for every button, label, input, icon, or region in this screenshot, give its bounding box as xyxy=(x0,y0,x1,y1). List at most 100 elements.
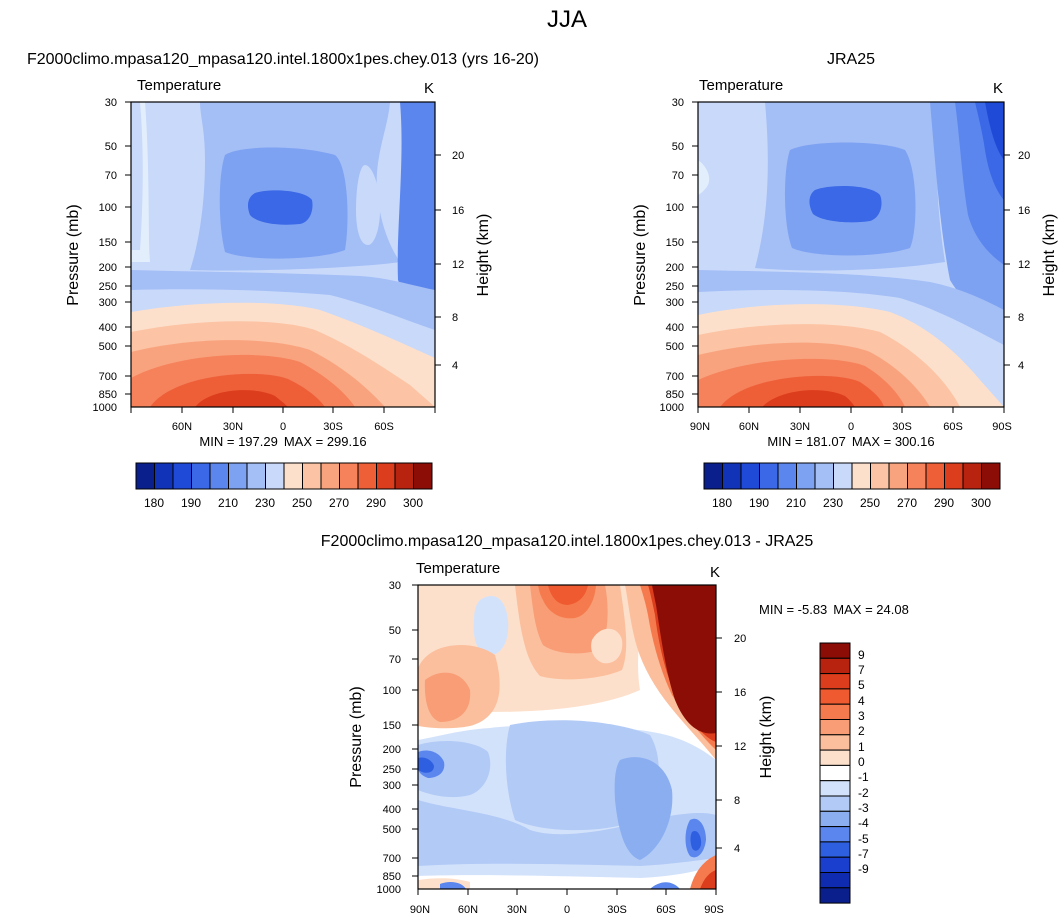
colorbar-swatch xyxy=(154,462,174,490)
x-tick: 90S xyxy=(992,421,1012,433)
panel-diff-left-string: Temperature xyxy=(416,560,500,577)
cb-label: 270 xyxy=(329,496,349,510)
panel-obs-ylabel: Pressure (mb) xyxy=(632,204,649,305)
max-label: MAX = 24.08 xyxy=(833,602,909,617)
colorbar-swatch xyxy=(228,462,248,490)
x-tick: 0 xyxy=(280,421,286,433)
y-tick: 50 xyxy=(105,141,117,153)
panel-model: F2000climo.mpasa120_mpasa120.intel.1800x… xyxy=(27,51,539,510)
colorbar-swatch xyxy=(819,719,851,736)
cb-label: -9 xyxy=(858,862,869,876)
colorbar-swatch xyxy=(819,872,851,889)
x-tick: 30S xyxy=(323,421,343,433)
panel-obs: JRA25 Temperature K 30 50 70 xyxy=(632,51,1058,510)
panel-diff-colorbar-labels: 9 7 5 4 3 2 1 0 -1 -2 -3 -4 -5 -7 -9 xyxy=(858,648,869,876)
colorbar-swatch xyxy=(819,826,851,843)
y-tick: 70 xyxy=(389,654,401,666)
panel-diff-subtitle: F2000climo.mpasa120_mpasa120.intel.1800x… xyxy=(321,533,814,550)
y-tick: 50 xyxy=(672,141,684,153)
y-tick: 200 xyxy=(666,262,684,274)
colorbar-swatch xyxy=(376,462,396,490)
y-tick: 700 xyxy=(666,371,684,383)
x-tick: 60N xyxy=(739,421,759,433)
y-tick: 30 xyxy=(672,97,684,109)
x-tick: 60S xyxy=(656,904,676,916)
x-tick: 60N xyxy=(458,904,478,916)
y-tick: 100 xyxy=(99,202,117,214)
y-tick: 250 xyxy=(666,281,684,293)
y-tick: 70 xyxy=(105,170,117,182)
colorbar-swatch xyxy=(819,703,851,721)
y-tick: 250 xyxy=(383,764,401,776)
cb-label: 180 xyxy=(144,496,164,510)
panel-obs-colorbar-labels: 180 190 210 230 250 270 290 300 xyxy=(712,496,991,510)
y-tick: 400 xyxy=(383,804,401,816)
colorbar-swatch xyxy=(819,841,851,858)
y-tick: 1000 xyxy=(377,884,401,896)
colorbar-swatch xyxy=(819,749,851,766)
cb-label: 300 xyxy=(971,496,991,510)
y-tick: 50 xyxy=(389,625,401,637)
colorbar-swatch xyxy=(851,462,871,490)
height-tick: 8 xyxy=(452,312,458,324)
panel-diff-right-string: K xyxy=(710,564,720,581)
y-tick: 30 xyxy=(389,580,401,592)
colorbar-swatch xyxy=(722,462,742,490)
cb-label: 2 xyxy=(858,724,865,738)
panel-diff-y-ticks: 30 50 70 100 150 200 250 300 400 500 700… xyxy=(377,580,401,896)
y-tick: 300 xyxy=(383,780,401,792)
colorbar-swatch xyxy=(759,462,779,490)
max-label: MAX = 299.16 xyxy=(284,434,367,449)
cb-label: 210 xyxy=(786,496,806,510)
cb-label: 4 xyxy=(858,694,865,708)
y-tick: 30 xyxy=(105,97,117,109)
cb-label: 290 xyxy=(366,496,386,510)
panel-model-minmax: MIN = 197.29 MAX = 299.16 xyxy=(199,434,366,449)
cb-label: 210 xyxy=(218,496,238,510)
colorbar-swatch xyxy=(703,462,723,490)
cb-label: 270 xyxy=(897,496,917,510)
y-tick: 400 xyxy=(99,322,117,334)
colorbar-swatch xyxy=(819,673,851,690)
page-title: JJA xyxy=(547,6,587,33)
x-tick: 30S xyxy=(892,421,912,433)
min-label: MIN = 197.29 xyxy=(199,434,277,449)
panel-obs-minmax: MIN = 181.07 MAX = 300.16 xyxy=(767,434,934,449)
colorbar-swatch xyxy=(814,462,834,490)
height-tick: 4 xyxy=(1018,360,1024,372)
x-tick: 0 xyxy=(564,904,570,916)
height-tick: 16 xyxy=(1018,205,1030,217)
colorbar-swatch xyxy=(394,462,414,490)
panel-diff-colorbar xyxy=(819,642,851,904)
y-tick: 500 xyxy=(99,341,117,353)
panel-model-field xyxy=(131,102,435,407)
x-tick: 90N xyxy=(690,421,710,433)
height-tick: 16 xyxy=(734,687,746,699)
panel-model-height-ticks: 20 16 12 8 4 xyxy=(452,150,464,372)
colorbar-swatch xyxy=(302,462,322,490)
cb-label: -2 xyxy=(858,786,869,800)
colorbar-swatch xyxy=(209,462,229,490)
colorbar-swatch xyxy=(888,462,908,490)
y-tick: 1000 xyxy=(93,402,117,414)
colorbar-swatch xyxy=(246,462,266,490)
x-tick: 30N xyxy=(790,421,810,433)
colorbar-swatch xyxy=(777,462,797,490)
colorbar-swatch xyxy=(357,462,377,490)
height-tick: 20 xyxy=(452,150,464,162)
colorbar-swatch xyxy=(870,462,890,490)
y-tick: 500 xyxy=(383,824,401,836)
cb-label: -5 xyxy=(858,832,869,846)
height-tick: 12 xyxy=(452,259,464,271)
height-tick: 12 xyxy=(1018,259,1030,271)
y-tick: 1000 xyxy=(660,402,684,414)
y-tick: 100 xyxy=(666,202,684,214)
cb-label: 230 xyxy=(823,496,843,510)
cb-label: -3 xyxy=(858,801,869,815)
height-tick: 4 xyxy=(452,360,458,372)
y-tick: 100 xyxy=(383,685,401,697)
y-tick: 150 xyxy=(99,237,117,249)
panel-model-ylabel: Pressure (mb) xyxy=(65,204,82,305)
cb-label: 190 xyxy=(749,496,769,510)
